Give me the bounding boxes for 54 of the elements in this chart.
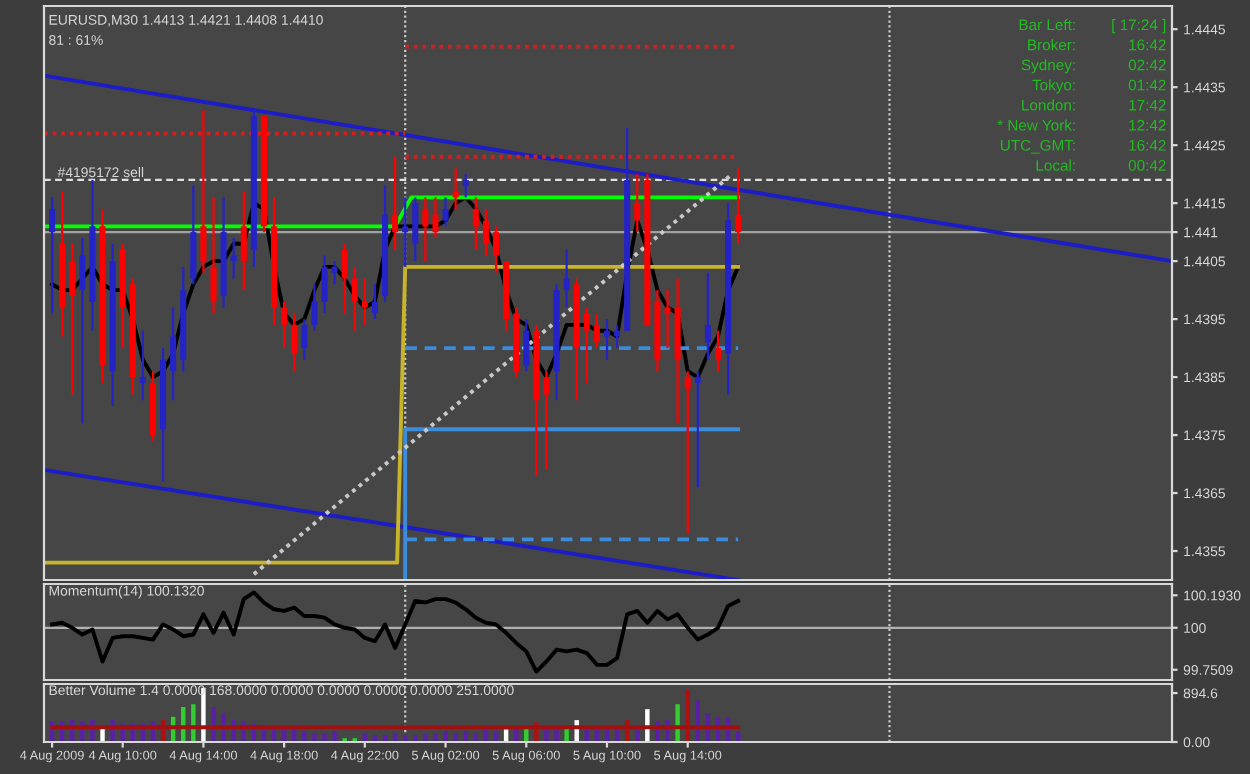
candlestick <box>664 288 671 350</box>
candlestick <box>442 196 449 228</box>
candlestick <box>331 260 338 286</box>
candlestick <box>291 312 298 373</box>
candlestick <box>432 196 439 240</box>
bar <box>564 727 569 742</box>
candlestick <box>79 236 86 425</box>
candlestick <box>190 184 197 286</box>
candlestick <box>210 196 217 315</box>
candlestick <box>311 283 318 332</box>
candlestick <box>200 109 207 274</box>
candlestick <box>704 271 711 361</box>
candlestick <box>341 242 348 315</box>
candlestick <box>583 306 590 384</box>
candlestick <box>422 196 429 263</box>
bar <box>443 731 448 742</box>
bar <box>332 731 337 742</box>
candlestick <box>392 155 399 251</box>
bar <box>312 733 317 742</box>
bar <box>433 733 438 742</box>
candlestick <box>543 370 550 471</box>
bar <box>413 734 418 742</box>
candlestick <box>230 236 237 280</box>
candlestick <box>69 242 76 396</box>
bar <box>685 690 690 742</box>
candlestick <box>472 196 479 251</box>
bar <box>302 731 307 742</box>
candlestick <box>492 225 500 274</box>
candlestick <box>170 306 177 402</box>
candlestick <box>321 254 328 315</box>
candlestick <box>402 196 409 269</box>
candlestick <box>563 248 570 309</box>
candlestick <box>412 196 419 263</box>
candlestick <box>523 317 530 373</box>
candlestick <box>371 283 378 321</box>
candlestick <box>139 329 146 402</box>
candlestick <box>301 317 308 361</box>
candlestick <box>694 370 701 489</box>
candlestick <box>482 207 489 257</box>
candlestick <box>281 300 288 350</box>
candlestick <box>714 329 721 373</box>
candlestick <box>684 370 691 535</box>
candlestick <box>240 190 247 292</box>
candlestick <box>634 173 641 234</box>
bar <box>423 733 428 742</box>
candlestick <box>462 173 469 199</box>
bar <box>322 733 327 742</box>
candlestick <box>735 167 742 245</box>
candlestick <box>593 312 600 350</box>
bar <box>201 687 206 742</box>
bar <box>554 727 559 742</box>
bar <box>453 733 458 742</box>
candlestick <box>49 196 56 315</box>
candlestick <box>351 265 358 332</box>
